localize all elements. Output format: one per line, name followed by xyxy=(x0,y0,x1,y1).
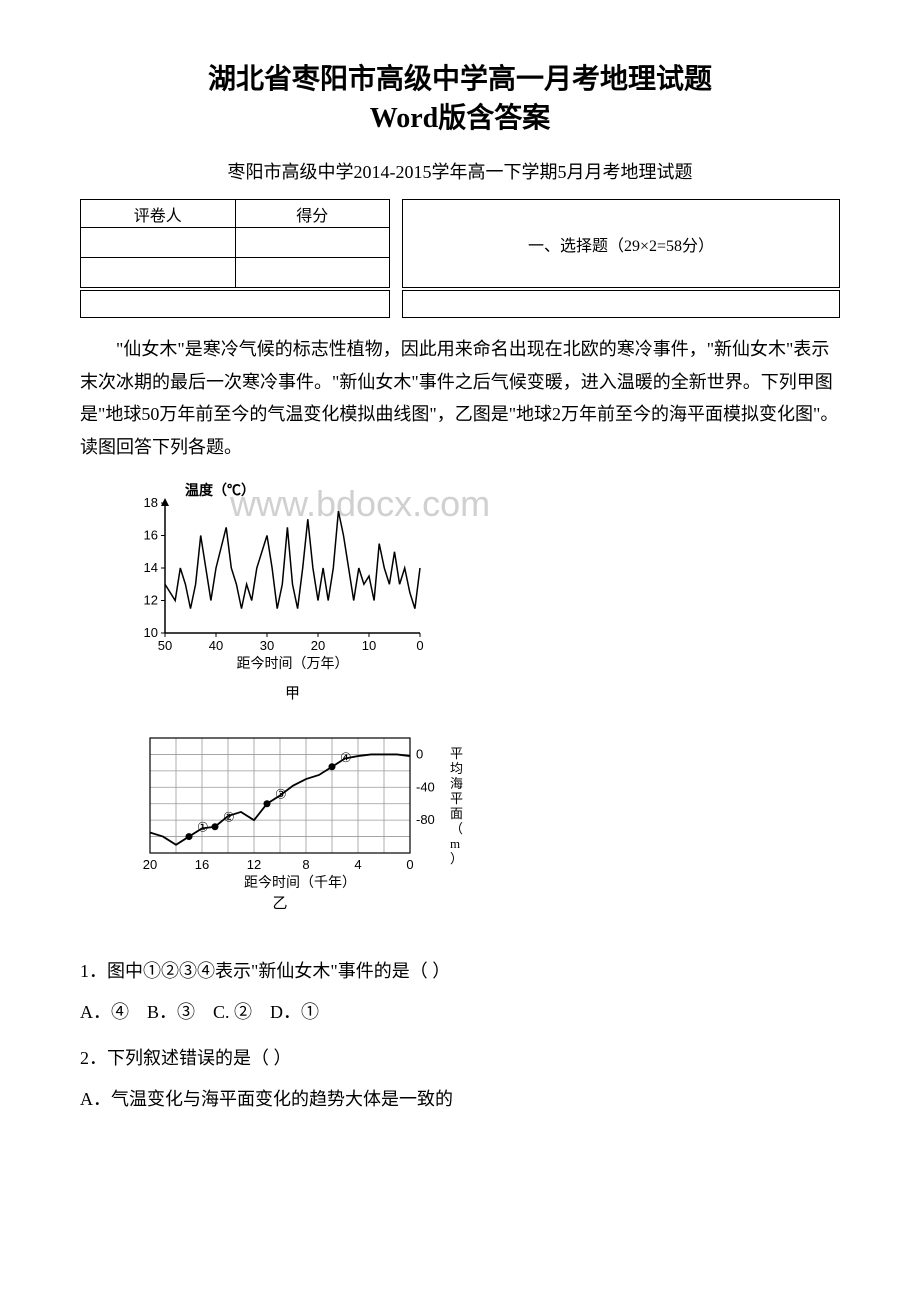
svg-text:均: 均 xyxy=(450,761,463,776)
svg-text:18: 18 xyxy=(144,495,158,510)
section-label: 一、选择题（29×2=58分） xyxy=(402,199,840,288)
svg-text:12: 12 xyxy=(144,592,158,607)
svg-text:m: m xyxy=(450,836,460,851)
svg-text:12: 12 xyxy=(247,857,261,872)
q2-number: 2． xyxy=(80,1048,107,1068)
score-header: 得分 xyxy=(235,200,390,228)
svg-text:20: 20 xyxy=(143,857,157,872)
svg-text:-40: -40 xyxy=(416,779,435,794)
grader-cell-2 xyxy=(81,258,236,288)
svg-text:乙: 乙 xyxy=(272,896,287,912)
svg-text:30: 30 xyxy=(260,638,274,653)
passage-text: "仙女木"是寒冷气候的标志性植物，因此用来命名出现在北欧的寒冷事件，"新仙女木"… xyxy=(80,333,840,463)
svg-text:面: 面 xyxy=(450,806,463,821)
svg-text:0: 0 xyxy=(416,746,423,761)
svg-text:10: 10 xyxy=(144,625,158,640)
question-1-options: A．④ B．③ C. ② D．① xyxy=(80,994,840,1030)
svg-text:③: ③ xyxy=(275,787,287,802)
subtitle: 枣阳市高级中学2014-2015学年高一下学期5月月考地理试题 xyxy=(80,158,840,184)
svg-text:-80: -80 xyxy=(416,812,435,827)
svg-text:0: 0 xyxy=(416,638,423,653)
svg-text:10: 10 xyxy=(362,638,376,653)
question-2: 2．下列叙述错误的是（ ） xyxy=(80,1040,840,1076)
svg-text:①: ① xyxy=(197,820,209,835)
svg-text:8: 8 xyxy=(302,857,309,872)
svg-text:16: 16 xyxy=(144,527,158,542)
q2-text: 下列叙述错误的是（ ） xyxy=(107,1048,292,1068)
svg-text:距今时间（千年）: 距今时间（千年） xyxy=(244,875,356,891)
question-1: 1．图中①②③④表示"新仙女木"事件的是（ ） xyxy=(80,953,840,989)
svg-text:14: 14 xyxy=(144,560,158,575)
main-title: 湖北省枣阳市高级中学高一月考地理试题 Word版含答案 xyxy=(80,60,840,138)
svg-text:甲: 甲 xyxy=(285,686,300,702)
svg-text:平: 平 xyxy=(450,746,463,761)
question-2-options: A．气温变化与海平面变化的趋势大体是一致的 xyxy=(80,1081,840,1117)
q1-number: 1． xyxy=(80,961,107,981)
svg-text:温度（℃）: 温度（℃） xyxy=(185,482,255,499)
charts-container: www.bdocx.com 101214161850403020100温度（℃）… xyxy=(120,478,840,938)
title-line-2: Word版含答案 xyxy=(370,103,550,134)
bottom-left-cell xyxy=(80,290,390,318)
svg-text:平: 平 xyxy=(450,791,463,806)
bottom-right-cell xyxy=(402,290,840,318)
svg-text:海: 海 xyxy=(450,776,463,791)
svg-text:距今时间（万年）: 距今时间（万年） xyxy=(237,656,349,672)
svg-text:20: 20 xyxy=(311,638,325,653)
title-line-1: 湖北省枣阳市高级中学高一月考地理试题 xyxy=(208,64,712,95)
svg-text:4: 4 xyxy=(354,857,361,872)
q1-text: 图中①②③④表示"新仙女木"事件的是（ ） xyxy=(107,961,450,981)
score-table: 评卷人 得分 xyxy=(80,199,390,288)
svg-text:0: 0 xyxy=(406,857,413,872)
svg-text:40: 40 xyxy=(209,638,223,653)
svg-text:50: 50 xyxy=(158,638,172,653)
svg-text:②: ② xyxy=(223,810,235,825)
score-cell-2 xyxy=(235,258,390,288)
score-cell xyxy=(235,228,390,258)
score-section: 评卷人 得分 一、选择题（29×2=58分） xyxy=(80,199,840,288)
svg-text:）: ） xyxy=(450,851,463,866)
svg-text:16: 16 xyxy=(195,857,209,872)
chart-a: 10 12 14 16 18 50 40 30 20 10 0 温度（℃） 距今时间（万年） 甲 xyxy=(120,478,840,713)
svg-text:④: ④ xyxy=(340,750,352,765)
grader-header: 评卷人 xyxy=(81,200,236,228)
grader-cell xyxy=(81,228,236,258)
svg-text:（: （ xyxy=(450,821,463,836)
table-bottom-row xyxy=(80,290,840,318)
chart-b: 0-40-80201612840距今时间（千年）乙平均海平面（m）①②③④ xyxy=(120,723,840,938)
